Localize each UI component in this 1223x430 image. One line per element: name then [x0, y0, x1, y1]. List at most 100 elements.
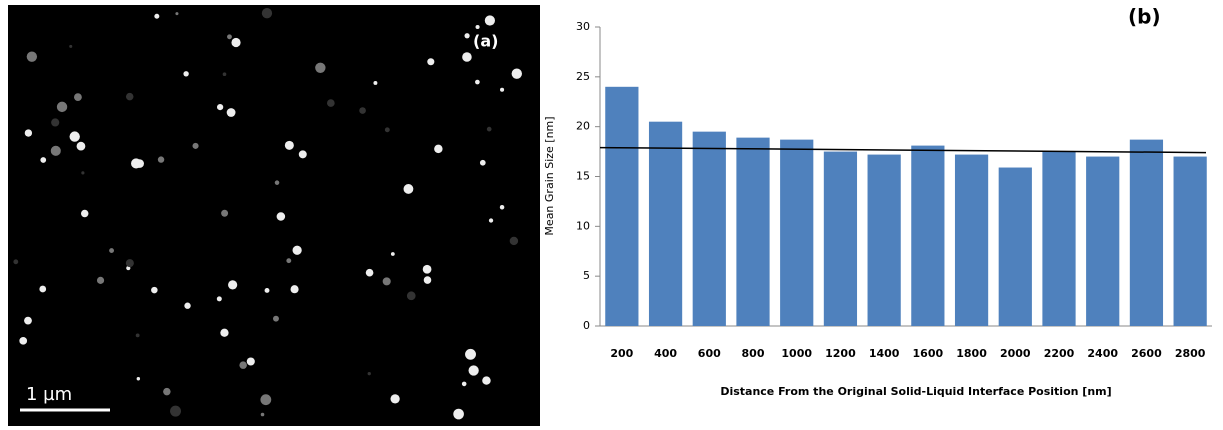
particle — [76, 141, 86, 151]
particle — [163, 387, 171, 396]
particle — [50, 145, 61, 156]
particle — [69, 44, 73, 48]
particle — [475, 24, 480, 30]
particle — [434, 144, 443, 154]
particle — [298, 150, 307, 159]
x-tick-label: 1400 — [869, 347, 900, 360]
particle — [382, 277, 391, 286]
particle — [482, 376, 491, 385]
particle — [500, 87, 505, 92]
particle — [468, 365, 479, 376]
particle — [274, 180, 280, 185]
particle — [80, 209, 89, 218]
bar — [605, 86, 639, 326]
particle — [192, 142, 199, 149]
trend-line — [599, 146, 1207, 154]
particle — [157, 156, 165, 163]
bar — [1129, 139, 1164, 326]
particle — [220, 328, 229, 337]
particle — [390, 252, 395, 256]
bar — [823, 151, 858, 326]
particle — [217, 103, 224, 111]
scale-bar-label: 1 µm — [26, 384, 72, 405]
particle — [384, 127, 390, 133]
y-tick-label: 10 — [576, 219, 590, 232]
particle — [359, 107, 366, 114]
particle — [479, 159, 486, 166]
particle — [292, 245, 302, 255]
particle — [227, 34, 232, 40]
particle — [509, 236, 519, 246]
particle — [39, 285, 47, 293]
particle — [286, 258, 292, 264]
particle — [264, 287, 270, 293]
bar — [648, 121, 683, 326]
particle — [183, 71, 189, 77]
particle — [373, 80, 378, 85]
particle — [390, 394, 400, 404]
particle — [109, 248, 114, 253]
y-tick-label: 30 — [576, 20, 590, 33]
particle — [51, 118, 60, 127]
particle — [226, 108, 236, 117]
micrograph — [8, 5, 540, 426]
particle — [239, 361, 247, 369]
particle — [81, 171, 85, 175]
bar — [1173, 156, 1207, 326]
x-tick-label: 1800 — [956, 347, 987, 360]
particle — [175, 12, 179, 16]
y-axis-label: Mean Grain Size [nm] — [543, 116, 556, 235]
particle — [475, 79, 480, 85]
x-tick-label: 2400 — [1087, 347, 1118, 360]
particle — [276, 212, 286, 221]
bar — [1042, 151, 1076, 326]
particle — [136, 377, 141, 381]
y-tick-label: 5 — [583, 269, 590, 282]
particles — [13, 8, 523, 420]
particle — [222, 72, 227, 77]
particle — [284, 140, 294, 150]
particle — [170, 405, 182, 417]
particle — [261, 8, 273, 19]
particle — [403, 183, 414, 194]
x-tick-label: 2600 — [1131, 347, 1162, 360]
particle — [135, 333, 140, 338]
particle — [511, 68, 523, 79]
particle — [422, 264, 432, 274]
x-tick-label: 400 — [654, 347, 677, 360]
x-tick-label: 200 — [610, 347, 633, 360]
particle — [96, 276, 105, 284]
particle — [231, 37, 241, 48]
particle — [24, 316, 32, 325]
particle — [462, 52, 472, 62]
particle — [228, 280, 238, 290]
particle — [484, 15, 495, 26]
bar — [1086, 156, 1120, 326]
particle — [367, 372, 371, 376]
particle — [423, 276, 432, 284]
y-tick-label: 15 — [576, 170, 590, 183]
x-axis-label: Distance From the Original Solid-Liquid … — [720, 385, 1111, 398]
particle — [260, 412, 265, 417]
particle — [461, 381, 467, 387]
particle — [465, 348, 476, 360]
x-tick-label: 2200 — [1044, 347, 1075, 360]
particle — [154, 13, 160, 19]
particle — [125, 259, 134, 268]
particle — [406, 291, 416, 301]
particle — [184, 302, 191, 309]
particle — [26, 51, 38, 62]
particle — [74, 93, 82, 102]
bar — [911, 145, 945, 326]
particle — [327, 99, 335, 107]
bar — [780, 139, 814, 326]
particle — [24, 129, 33, 137]
x-tick-label: 600 — [698, 347, 721, 360]
y-tick-label: 25 — [576, 70, 590, 83]
bar — [954, 154, 989, 326]
particle — [13, 259, 19, 265]
particle — [488, 218, 494, 223]
panel-label: (b) — [1128, 5, 1161, 29]
x-tick-label: 1600 — [913, 347, 944, 360]
